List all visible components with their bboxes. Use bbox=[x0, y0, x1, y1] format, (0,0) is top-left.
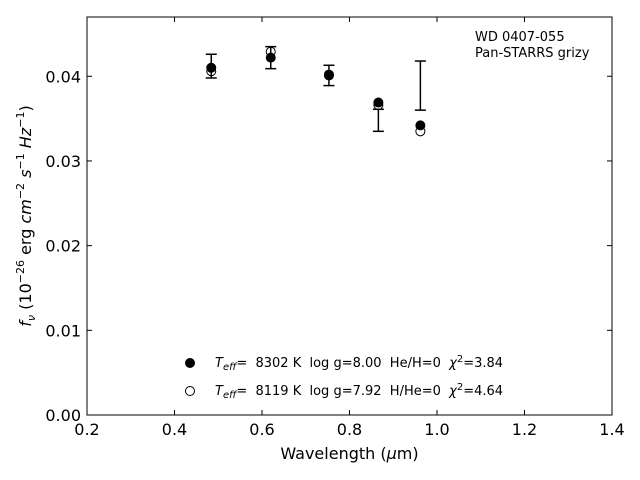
y-tick-label-2: 0.02 bbox=[45, 237, 81, 256]
error-bar-4 bbox=[414, 60, 426, 111]
annotation-line-2: Pan-STARRS grizy bbox=[475, 46, 590, 61]
model-1-point-2 bbox=[323, 70, 334, 81]
model-2-point-2 bbox=[323, 69, 334, 80]
x-tick-label-1: 0.4 bbox=[162, 420, 187, 439]
x-tick-label-4: 1.0 bbox=[424, 420, 449, 439]
x-tick-label-6: 1.4 bbox=[599, 420, 624, 439]
error-bar-3 bbox=[372, 108, 384, 133]
annotation-line-1: WD 0407-055 bbox=[475, 30, 565, 45]
model-1-point-3 bbox=[373, 97, 384, 108]
y-tick-label-0: 0.00 bbox=[45, 406, 81, 425]
error-bars bbox=[205, 45, 426, 133]
model-2-point-0 bbox=[206, 66, 217, 77]
legend-label-model-2: Teff= 8119 K log g=7.92 H/He=0 χ2=4.64 bbox=[215, 382, 503, 401]
model-2-point-3 bbox=[373, 100, 384, 111]
model-1-point-0 bbox=[206, 62, 217, 73]
data-points bbox=[206, 46, 426, 137]
y-tick-label-3: 0.03 bbox=[45, 152, 81, 171]
axis-ticks: 0.2 0.4 0.6 0.8 1.0 1.2 1.4 0.00 0.01 0.02 0.03 0.0… bbox=[45, 17, 625, 439]
y-tick-label-1: 0.01 bbox=[45, 321, 81, 340]
legend: Teff= 8302 K log g=8.00 He/H=0 χ2=3.84 T… bbox=[185, 354, 503, 401]
model-2-point-1 bbox=[265, 46, 276, 57]
x-tick-label-5: 1.2 bbox=[512, 420, 537, 439]
x-tick-label-3: 0.8 bbox=[337, 420, 362, 439]
x-axis-label: Wavelength (μm) bbox=[280, 444, 418, 463]
legend-marker-model-2 bbox=[185, 386, 195, 396]
model-2-point-4 bbox=[415, 126, 426, 137]
legend-marker-model-1 bbox=[185, 358, 195, 368]
y-axis-label: fν (10−26 erg cm−2 s−1 Hz−1) bbox=[14, 105, 38, 326]
x-tick-label-2: 0.6 bbox=[249, 420, 274, 439]
x-tick-label-0: 0.2 bbox=[74, 420, 99, 439]
legend-label-model-1: Teff= 8302 K log g=8.00 He/H=0 χ2=3.84 bbox=[215, 354, 503, 373]
y-tick-label-4: 0.04 bbox=[45, 67, 81, 86]
